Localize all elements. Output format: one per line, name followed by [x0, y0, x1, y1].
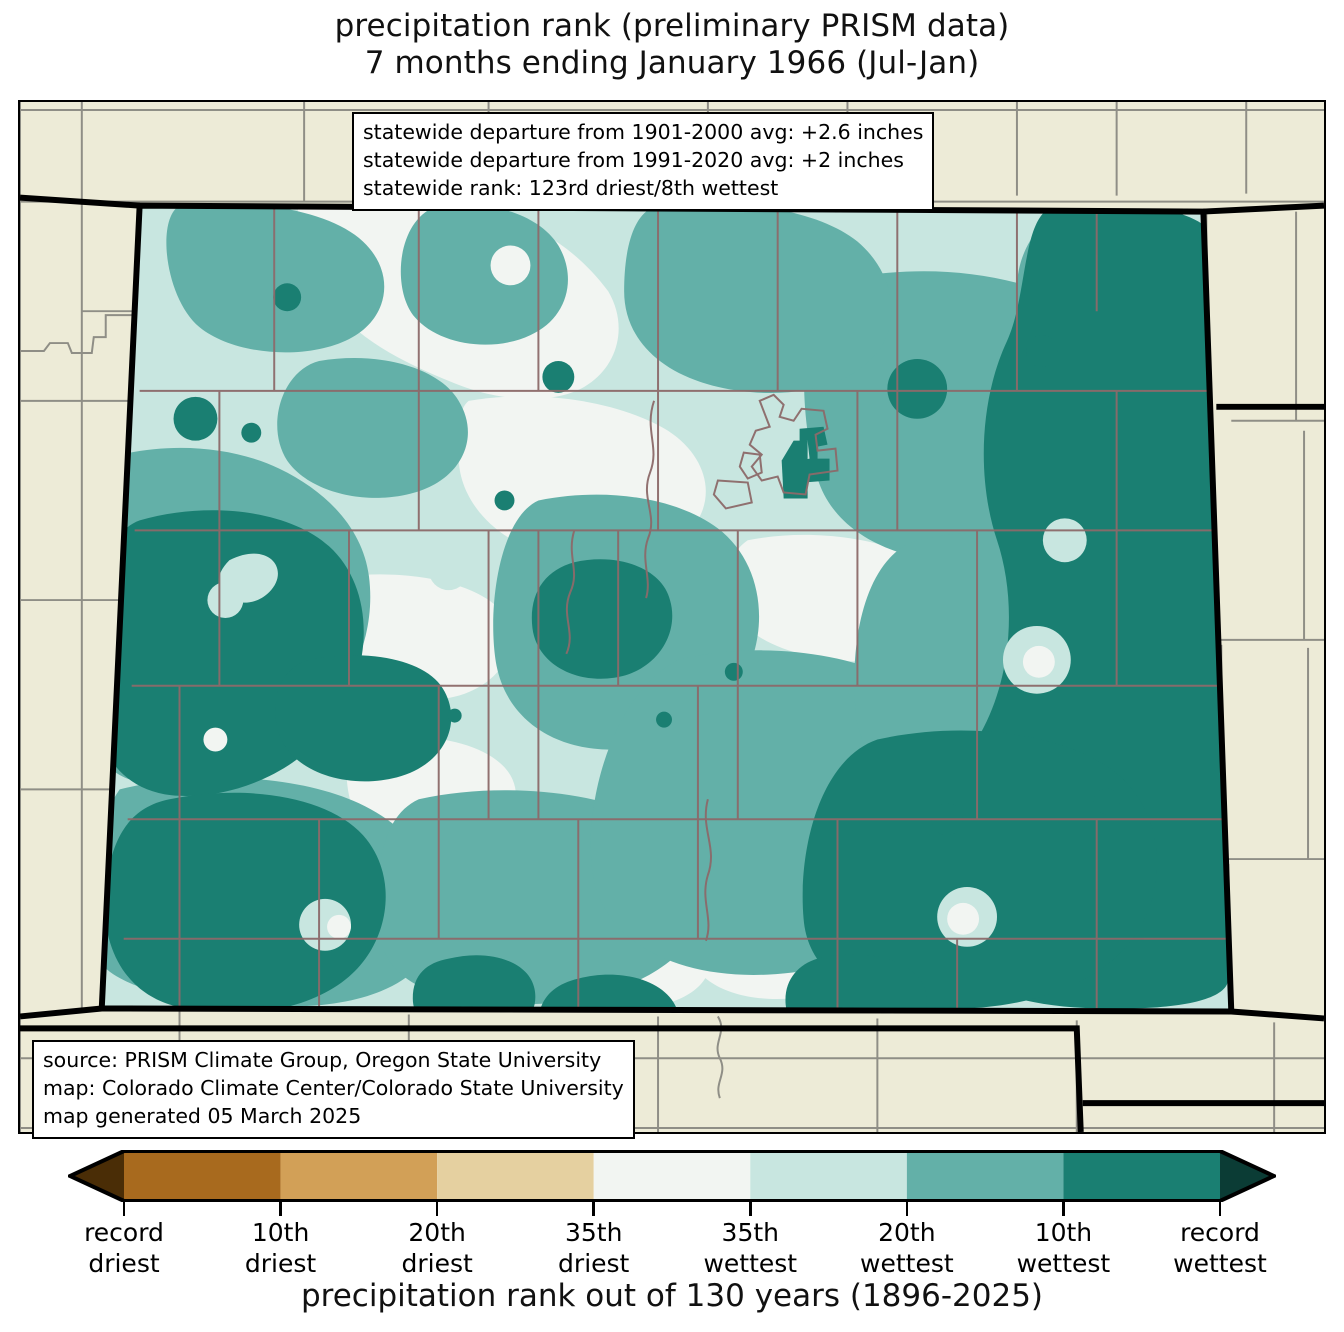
colorbar-over-arrow	[1220, 1151, 1274, 1201]
colorbar-label-7-line2: wettest	[1173, 1248, 1267, 1278]
colorbar-label-6-line1: 10th	[1034, 1218, 1093, 1247]
colorbar-label-3-line2: driest	[558, 1248, 630, 1278]
colorbar-label-0: record driest	[34, 1218, 214, 1279]
colorbar-label-2-line2: driest	[401, 1248, 473, 1278]
colorbar-tick-7	[1218, 1202, 1222, 1216]
map-generated-line: map generated 05 March 2025	[43, 1103, 362, 1128]
colorbar-bin-2	[437, 1151, 594, 1201]
colorbar-bin-0	[124, 1151, 281, 1201]
colorbar-label-1-line1: 10th	[251, 1218, 310, 1247]
colorbar-label-6-line2: wettest	[1016, 1248, 1111, 1278]
colorbar-label-4-line1: 35th	[721, 1218, 780, 1247]
colorbar-tick-6	[1062, 1202, 1065, 1216]
colorbar-label-6: 10th wettest	[973, 1218, 1153, 1279]
colorbar-tick-1	[279, 1202, 282, 1216]
colorbar-label-5-line1: 20th	[878, 1218, 936, 1247]
colorbar-under-arrow	[70, 1151, 124, 1201]
statewide-rank: statewide rank: 123rd driest/8th wettest	[363, 175, 779, 200]
colorbar-ticks	[68, 1202, 1276, 1216]
colorbar-label-3-line1: 35th	[564, 1218, 623, 1247]
colorbar-tick-3	[592, 1202, 595, 1216]
neighboring-state-borders	[20, 194, 1324, 1132]
colorado-county-lines	[123, 205, 1228, 1011]
page-title: precipitation rank (preliminary PRISM da…	[0, 8, 1344, 82]
colorbar-label-5: 20th wettest	[817, 1218, 997, 1279]
colorbar-bin-6	[1063, 1151, 1220, 1201]
colorbar-label-7-line1: record	[1180, 1218, 1260, 1247]
colorbar-label-1-line2: driest	[244, 1248, 317, 1278]
colorbar-bin-4	[750, 1151, 907, 1201]
colorbar-label-2-line1: 20th	[408, 1218, 466, 1247]
colorbar-label-2: 20th driest	[347, 1218, 527, 1279]
colorbar-label-7: record wettest	[1130, 1218, 1310, 1279]
colorbar-tick-5	[905, 1202, 909, 1216]
colorbar-bin-5	[906, 1151, 1064, 1201]
colorbar-label-1: 10th driest	[191, 1218, 371, 1279]
colorbar-label-4-line2: wettest	[703, 1248, 798, 1278]
colorbar-label-5-line2: wettest	[860, 1248, 954, 1278]
source-line: source: PRISM Climate Group, Oregon Stat…	[43, 1048, 602, 1072]
colorbar-bin-1	[280, 1151, 438, 1201]
colorbar-tick-2	[435, 1202, 439, 1216]
colorbar-label-4: 35th wettest	[660, 1218, 840, 1279]
colorbar-bin-3	[593, 1151, 751, 1201]
colorbar-legend[interactable]: record driest 10th driest 20th driest 35th drie…	[0, 1142, 1344, 1332]
title-line-1: precipitation rank (preliminary PRISM da…	[334, 8, 1010, 44]
colorbar-label-0-line1: record	[84, 1218, 164, 1247]
departure-1991-2020: statewide departure from 1991-2020 avg: …	[363, 147, 904, 172]
departure-1901-2000: statewide departure from 1901-2000 avg: …	[363, 120, 924, 144]
colorbar-svg[interactable]	[68, 1150, 1276, 1202]
statewide-summary-box: statewide departure from 1901-2000 avg: …	[352, 112, 935, 211]
colorbar-tick-4	[749, 1202, 752, 1216]
colorbar-swatches[interactable]	[68, 1150, 1276, 1202]
colorbar-labels: record driest 10th driest 20th driest 35th drie…	[0, 1218, 1344, 1280]
title-line-2: 7 months ending January 1966 (Jul-Jan)	[364, 45, 980, 82]
precipitation-rank-contours	[101, 205, 1232, 1012]
source-attribution-box: source: PRISM Climate Group, Oregon Stat…	[32, 1040, 635, 1139]
map-frame[interactable]	[18, 100, 1326, 1134]
colorbar-label-3: 35th driest	[504, 1218, 684, 1279]
colorado-precipitation-rank-map[interactable]	[20, 102, 1324, 1132]
colorbar-tick-0	[122, 1202, 126, 1216]
colorbar-outline	[68, 1150, 1276, 1202]
map-credit-line: map: Colorado Climate Center/Colorado St…	[43, 1075, 624, 1100]
contour-white-pockets	[203, 245, 1055, 939]
colorbar-label-0-line2: driest	[88, 1248, 160, 1278]
colorbar-caption: precipitation rank out of 130 years (189…	[300, 1278, 1044, 1314]
